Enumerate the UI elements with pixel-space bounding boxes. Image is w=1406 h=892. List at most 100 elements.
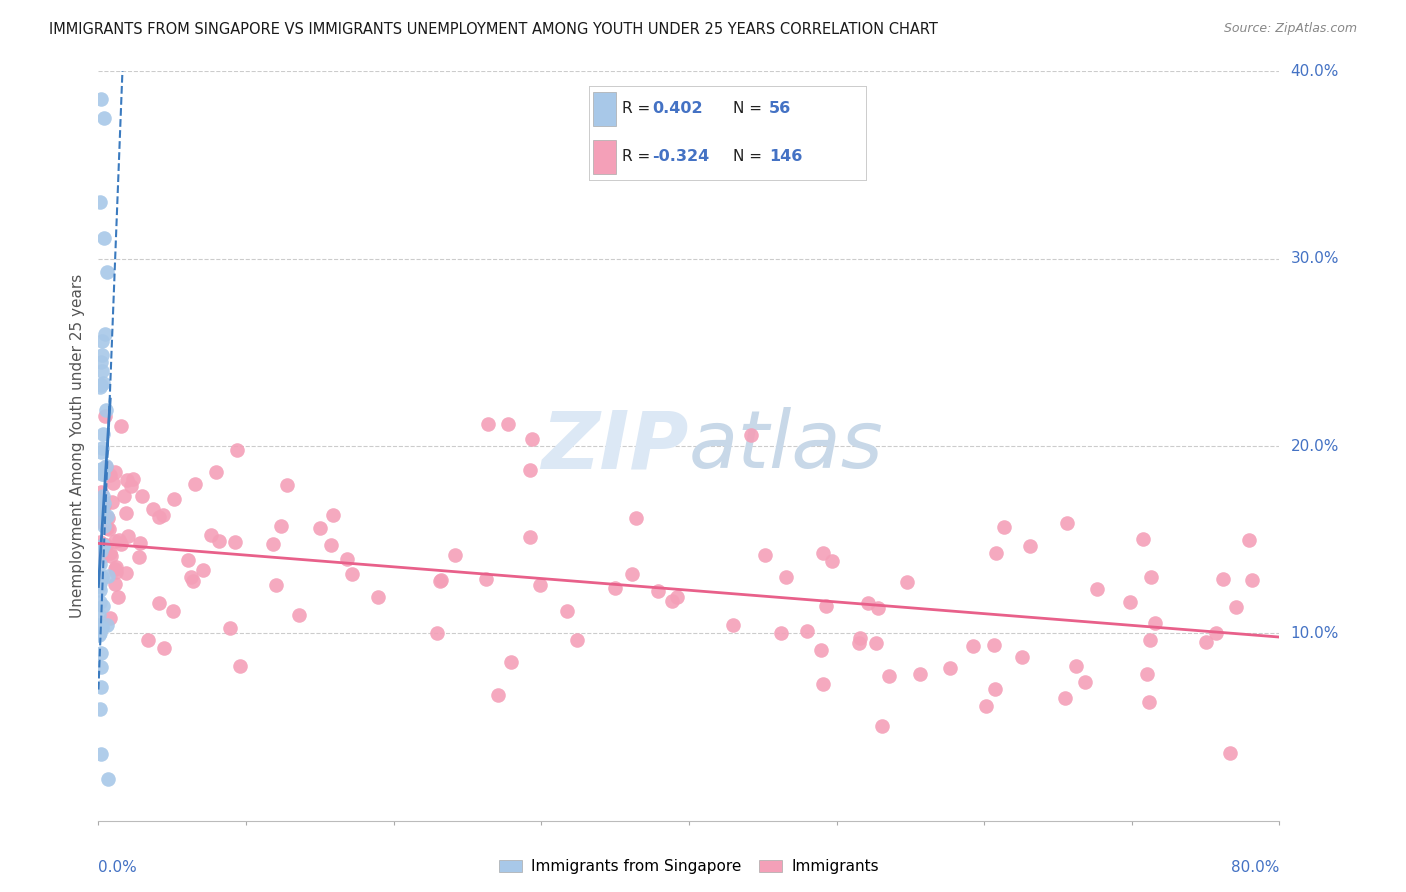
Point — [96, 265, 118, 279]
Point — [1056, 516, 1078, 531]
Point — [89, 500, 111, 515]
Point — [621, 566, 644, 581]
Point — [91, 501, 114, 516]
Point — [120, 479, 142, 493]
Point — [94, 517, 117, 532]
Point — [89, 646, 111, 660]
Point — [1011, 650, 1033, 665]
Point — [91, 539, 114, 553]
Point — [89, 608, 111, 623]
Point — [96, 618, 118, 632]
Point — [90, 442, 112, 456]
Point — [112, 489, 135, 503]
Point — [93, 518, 115, 533]
Point — [1136, 666, 1159, 681]
Point — [93, 516, 115, 530]
Point — [811, 546, 834, 560]
Point — [91, 376, 114, 390]
Point — [666, 590, 689, 604]
Point — [813, 677, 835, 691]
Point — [89, 595, 111, 609]
Point — [993, 519, 1015, 533]
Point — [1219, 746, 1241, 760]
Point — [477, 417, 499, 431]
Point — [100, 549, 122, 564]
Point — [336, 552, 359, 566]
Point — [624, 511, 647, 525]
Point — [498, 417, 520, 432]
Point — [91, 570, 114, 584]
Point — [443, 549, 465, 563]
Point — [501, 655, 523, 669]
Point — [770, 626, 793, 640]
Point — [91, 549, 114, 563]
Point — [200, 528, 222, 542]
Point — [91, 620, 114, 634]
Point — [142, 502, 165, 516]
Point — [104, 562, 127, 576]
Point — [848, 636, 870, 650]
Point — [108, 533, 131, 547]
Point — [89, 623, 111, 637]
Point — [814, 599, 837, 613]
Point — [90, 334, 112, 348]
Point — [321, 539, 343, 553]
Point — [98, 611, 121, 625]
Point — [104, 565, 127, 579]
Point — [1205, 626, 1227, 640]
Point — [754, 548, 776, 562]
Point — [91, 489, 114, 503]
Point — [984, 682, 1007, 697]
Point — [90, 378, 112, 392]
Point — [117, 529, 139, 543]
Point — [896, 575, 918, 590]
Point — [163, 492, 186, 507]
Point — [93, 499, 115, 513]
Point — [868, 600, 890, 615]
Text: ZIP: ZIP — [541, 407, 689, 485]
Point — [1064, 658, 1087, 673]
Point — [90, 680, 112, 694]
Point — [264, 578, 287, 592]
Point — [1087, 582, 1109, 596]
Point — [91, 463, 114, 477]
Point — [856, 597, 879, 611]
Point — [94, 409, 117, 424]
Point — [1132, 532, 1154, 546]
Point — [647, 584, 669, 599]
Point — [136, 632, 159, 647]
Point — [367, 590, 389, 604]
Point — [114, 506, 136, 520]
Point — [90, 461, 112, 475]
Point — [520, 432, 543, 446]
Point — [984, 546, 1007, 560]
Point — [181, 574, 204, 588]
Point — [153, 641, 176, 656]
Point — [96, 402, 118, 417]
Point — [276, 478, 298, 492]
Point — [90, 573, 112, 587]
Point — [97, 511, 120, 525]
Point — [775, 570, 797, 584]
Point — [91, 348, 114, 362]
Point — [90, 485, 112, 500]
Point — [89, 514, 111, 528]
Point — [100, 546, 122, 560]
Point — [103, 476, 125, 491]
Point — [529, 578, 551, 592]
Point — [342, 566, 364, 581]
Text: 0.0%: 0.0% — [98, 860, 138, 874]
Point — [661, 594, 683, 608]
Point — [93, 496, 115, 510]
Point — [218, 621, 240, 635]
Point — [849, 631, 872, 645]
Point — [90, 544, 112, 558]
Point — [96, 460, 118, 475]
Text: IMMIGRANTS FROM SINGAPORE VS IMMIGRANTS UNEMPLOYMENT AMONG YOUTH UNDER 25 YEARS : IMMIGRANTS FROM SINGAPORE VS IMMIGRANTS … — [49, 22, 938, 37]
Point — [89, 543, 111, 558]
Point — [91, 599, 114, 613]
Text: 30.0%: 30.0% — [1291, 252, 1339, 266]
Point — [555, 604, 578, 618]
Point — [128, 549, 150, 564]
Point — [115, 474, 138, 488]
